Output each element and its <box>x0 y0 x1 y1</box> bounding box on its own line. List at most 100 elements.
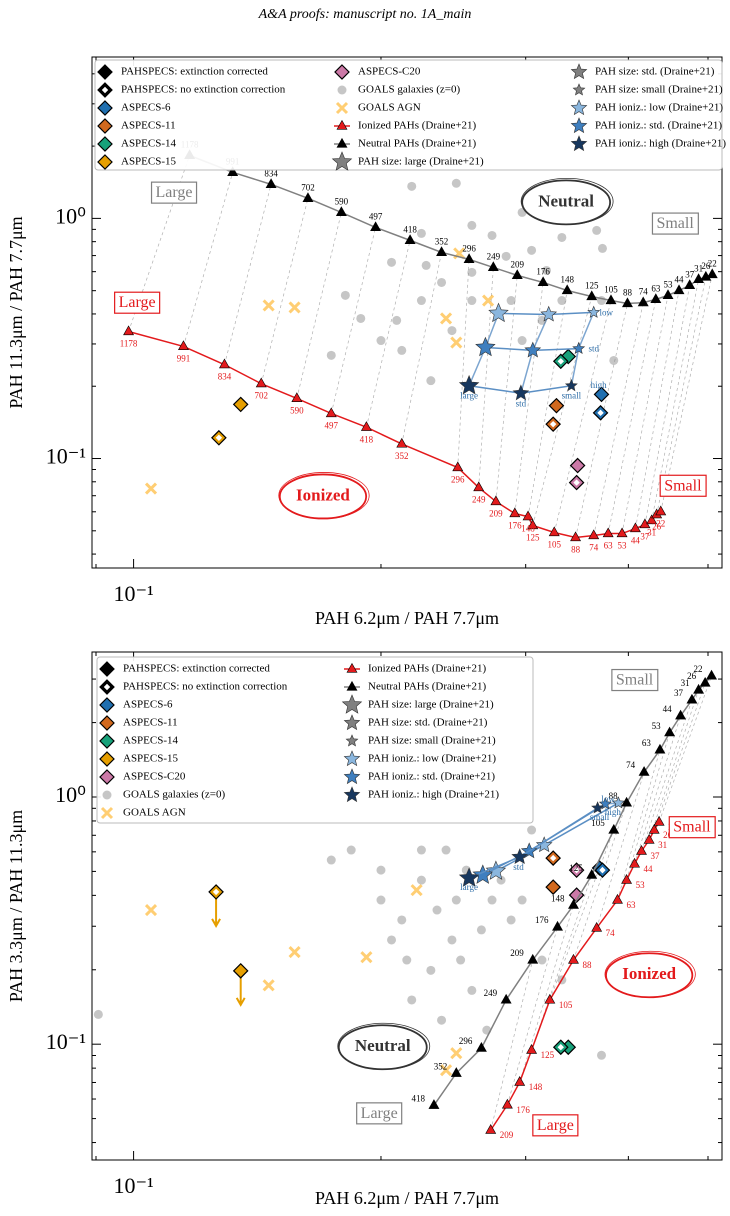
triangle <box>654 743 666 754</box>
y-tick-label: 10⁻¹ <box>46 1029 86 1054</box>
legend-label: ASPECS-14 <box>121 138 177 150</box>
triangle <box>643 833 655 844</box>
star <box>458 867 480 887</box>
point <box>376 336 386 346</box>
legend-marker <box>570 63 588 80</box>
point <box>537 315 547 325</box>
annotation: Neutral <box>538 191 594 210</box>
legend-marker <box>570 99 588 116</box>
triangle <box>452 461 464 472</box>
diamond-hollow-center <box>573 866 580 874</box>
point <box>376 895 386 905</box>
triangle <box>675 709 687 720</box>
legend-label: PAH ioniz.: low (Draine+21) <box>368 753 496 765</box>
triangle <box>360 421 372 431</box>
size-label: 31 <box>681 678 690 688</box>
triangle <box>616 527 628 538</box>
cross <box>288 301 301 314</box>
annotation: large <box>460 391 478 401</box>
legend-marker <box>343 786 361 803</box>
size-label: 63 <box>626 900 636 910</box>
size-label: 352 <box>395 451 409 461</box>
size-label: 63 <box>604 541 614 551</box>
size-label: 418 <box>360 434 374 444</box>
size-link <box>644 285 691 525</box>
size-label: 352 <box>435 236 449 246</box>
annotation-ellipse <box>520 177 614 225</box>
legend-marker <box>337 85 347 95</box>
size-link <box>478 267 494 488</box>
legend-marker <box>331 151 353 171</box>
legend-marker <box>343 750 361 767</box>
legend-marker <box>100 806 114 820</box>
annotation-ellipse <box>337 1022 431 1070</box>
x-tick-label: 10⁻¹ <box>113 581 153 606</box>
size-link <box>626 732 670 881</box>
point <box>609 355 619 365</box>
annotation: large <box>460 882 478 892</box>
triangle <box>178 340 189 351</box>
triangle <box>561 284 573 295</box>
size-link <box>553 300 612 533</box>
triangle <box>568 953 579 964</box>
legend-box <box>94 59 723 171</box>
size-label: 991 <box>177 353 191 363</box>
diamond-hollow-center <box>103 683 111 691</box>
star <box>535 836 553 853</box>
point <box>592 225 602 235</box>
triangle <box>591 921 603 932</box>
size-link <box>607 299 657 534</box>
annotation-box <box>651 212 699 235</box>
x-axis-label: PAH 6.2μm / PAH 7.7μm <box>315 1188 499 1208</box>
size-label: 74 <box>626 760 636 770</box>
star <box>475 336 496 357</box>
legend-label: ASPECS-6 <box>121 102 171 114</box>
triangle <box>370 221 382 232</box>
triangle <box>686 693 698 704</box>
triangle <box>500 993 512 1004</box>
annotation-ellipse <box>604 950 696 998</box>
legend-marker <box>346 680 358 691</box>
size-link <box>641 699 693 852</box>
point <box>597 1050 607 1060</box>
size-label: 22 <box>708 259 717 269</box>
point <box>487 230 497 240</box>
triangle <box>527 519 539 530</box>
size-label: 249 <box>487 251 501 261</box>
size-label: 834 <box>218 372 232 382</box>
size-label: 418 <box>411 1093 425 1103</box>
size-link <box>495 275 518 502</box>
point <box>541 265 551 275</box>
legend-marker <box>102 790 112 800</box>
size-link <box>401 252 442 445</box>
triangle <box>608 823 620 834</box>
triangle <box>706 268 718 279</box>
point <box>451 895 461 905</box>
legend-label: PAHSPECS: extinction corrected <box>121 66 268 78</box>
size-label: 702 <box>254 391 268 401</box>
triangle <box>586 869 598 879</box>
point <box>432 905 442 915</box>
size-label: 497 <box>325 421 339 431</box>
triangle <box>699 676 711 687</box>
triangle <box>586 290 598 301</box>
annotation-box <box>150 181 198 204</box>
triangle <box>396 437 408 448</box>
size-label: 31 <box>694 263 703 273</box>
legend-marker <box>99 661 115 677</box>
point <box>416 296 426 306</box>
triangle <box>605 294 617 305</box>
triangle <box>490 495 502 506</box>
triangle <box>526 1044 538 1054</box>
legend-marker <box>97 154 113 170</box>
size-label: 834 <box>264 168 278 178</box>
size-label: 44 <box>675 275 685 285</box>
legend-label: ASPECS-C20 <box>123 771 186 783</box>
cross <box>144 482 158 495</box>
star <box>485 860 507 880</box>
legend-label: GOALS galaxies (z=0) <box>358 84 460 96</box>
legend-label: PAH ioniz.: high (Draine+21) <box>368 789 499 801</box>
size-link <box>224 184 272 365</box>
triangle <box>629 857 641 868</box>
